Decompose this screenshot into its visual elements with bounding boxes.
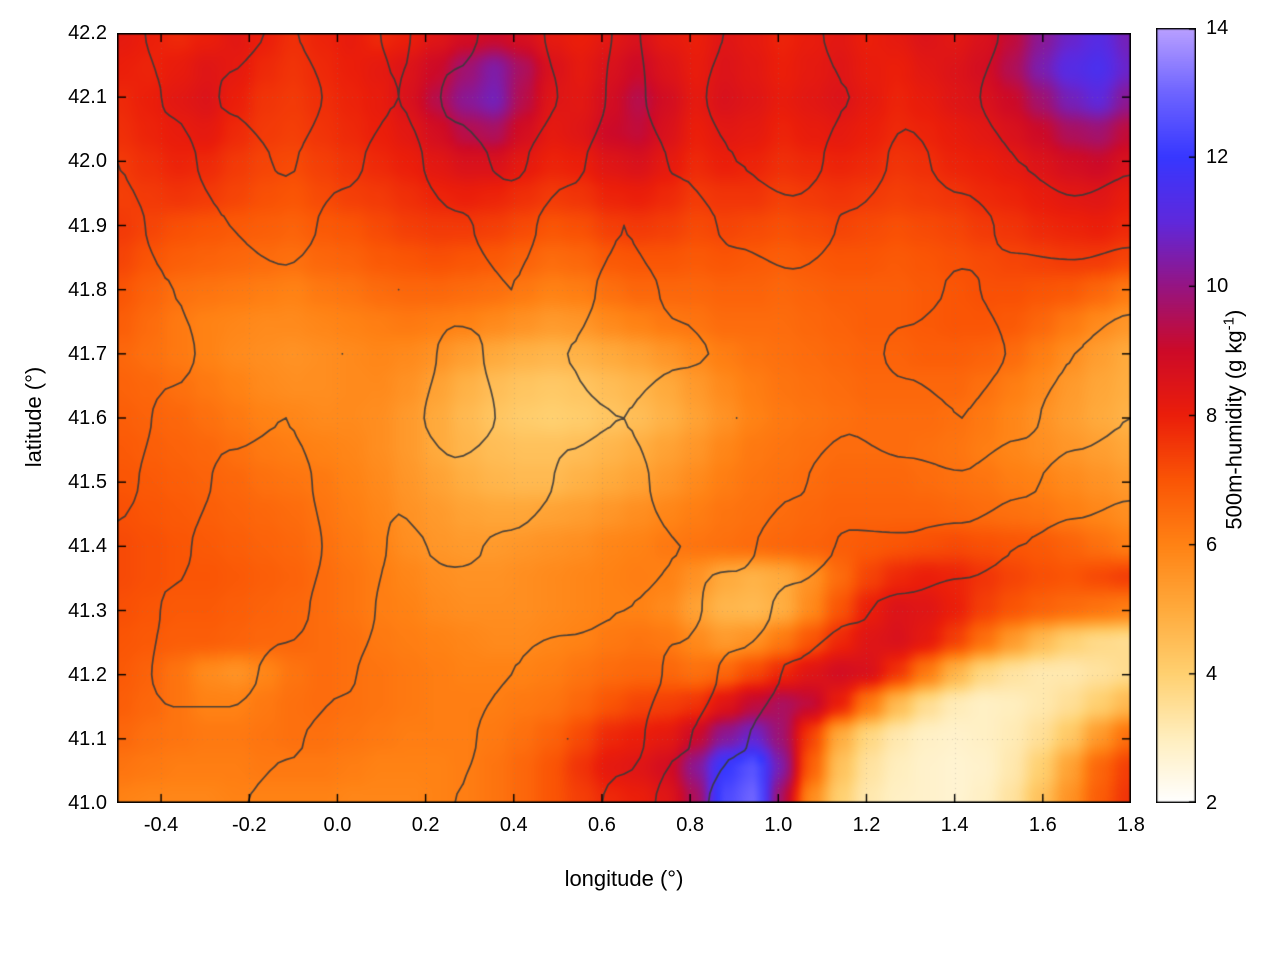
x-tick-label: 1.2 (852, 814, 881, 836)
cb-tick-label: 14 (1206, 17, 1229, 39)
x-tick-label: 0.4 (499, 814, 528, 836)
x-tick-label: 0.0 (323, 814, 352, 836)
y-tick-label: 41.3 (68, 599, 107, 622)
y-tick-label: 41.6 (68, 407, 107, 429)
cb-tick-label: 12 (1206, 146, 1229, 169)
heatmap-plot-area (117, 33, 1131, 803)
y-axis-label: latitude (°) (21, 366, 46, 468)
x-tick-label: 1.6 (1028, 814, 1057, 836)
y-tick-label: 41.2 (68, 663, 107, 686)
cb-tick-label: 4 (1206, 662, 1218, 685)
y-tick-label: 42.0 (68, 150, 107, 173)
colorbar-label-superscript: -1 (1220, 317, 1238, 331)
x-tick-label: 0.6 (588, 814, 616, 836)
y-tick-label: 41.1 (68, 727, 107, 750)
y-tick-label: 42.2 (68, 22, 107, 44)
cb-tick-label: 10 (1206, 275, 1229, 298)
colorbar (1156, 28, 1196, 803)
cb-tick-label: 6 (1206, 533, 1218, 556)
y-tick-label: 41.7 (68, 342, 107, 365)
y-tick-label: 42.1 (68, 86, 107, 109)
y-tick-label: 41.4 (68, 535, 107, 558)
colorbar-axis-label: 500m-humidity (g kg-1) (1220, 258, 1247, 582)
x-tick-label: -0.2 (232, 814, 267, 836)
x-tick-label: -0.4 (143, 814, 179, 836)
x-tick-label: 1.4 (940, 814, 969, 836)
cb-tick-label: 2 (1206, 792, 1218, 814)
y-tick-label: 41.5 (68, 471, 107, 494)
x-tick-label: 1.0 (764, 814, 793, 836)
y-tick-label: 41.0 (68, 792, 107, 814)
colorbar-label-close: ) (1221, 309, 1247, 318)
x-tick-label: 1.8 (1117, 814, 1145, 836)
x-tick-label: 0.8 (676, 814, 705, 836)
colorbar-label-text: 500m-humidity (g kg (1221, 330, 1247, 530)
x-axis-label: longitude (°) (564, 866, 684, 891)
cb-tick-label: 8 (1206, 404, 1218, 427)
x-tick-label: 0.2 (411, 814, 440, 836)
y-tick-label: 41.9 (68, 214, 107, 237)
y-tick-label: 41.8 (68, 278, 107, 301)
